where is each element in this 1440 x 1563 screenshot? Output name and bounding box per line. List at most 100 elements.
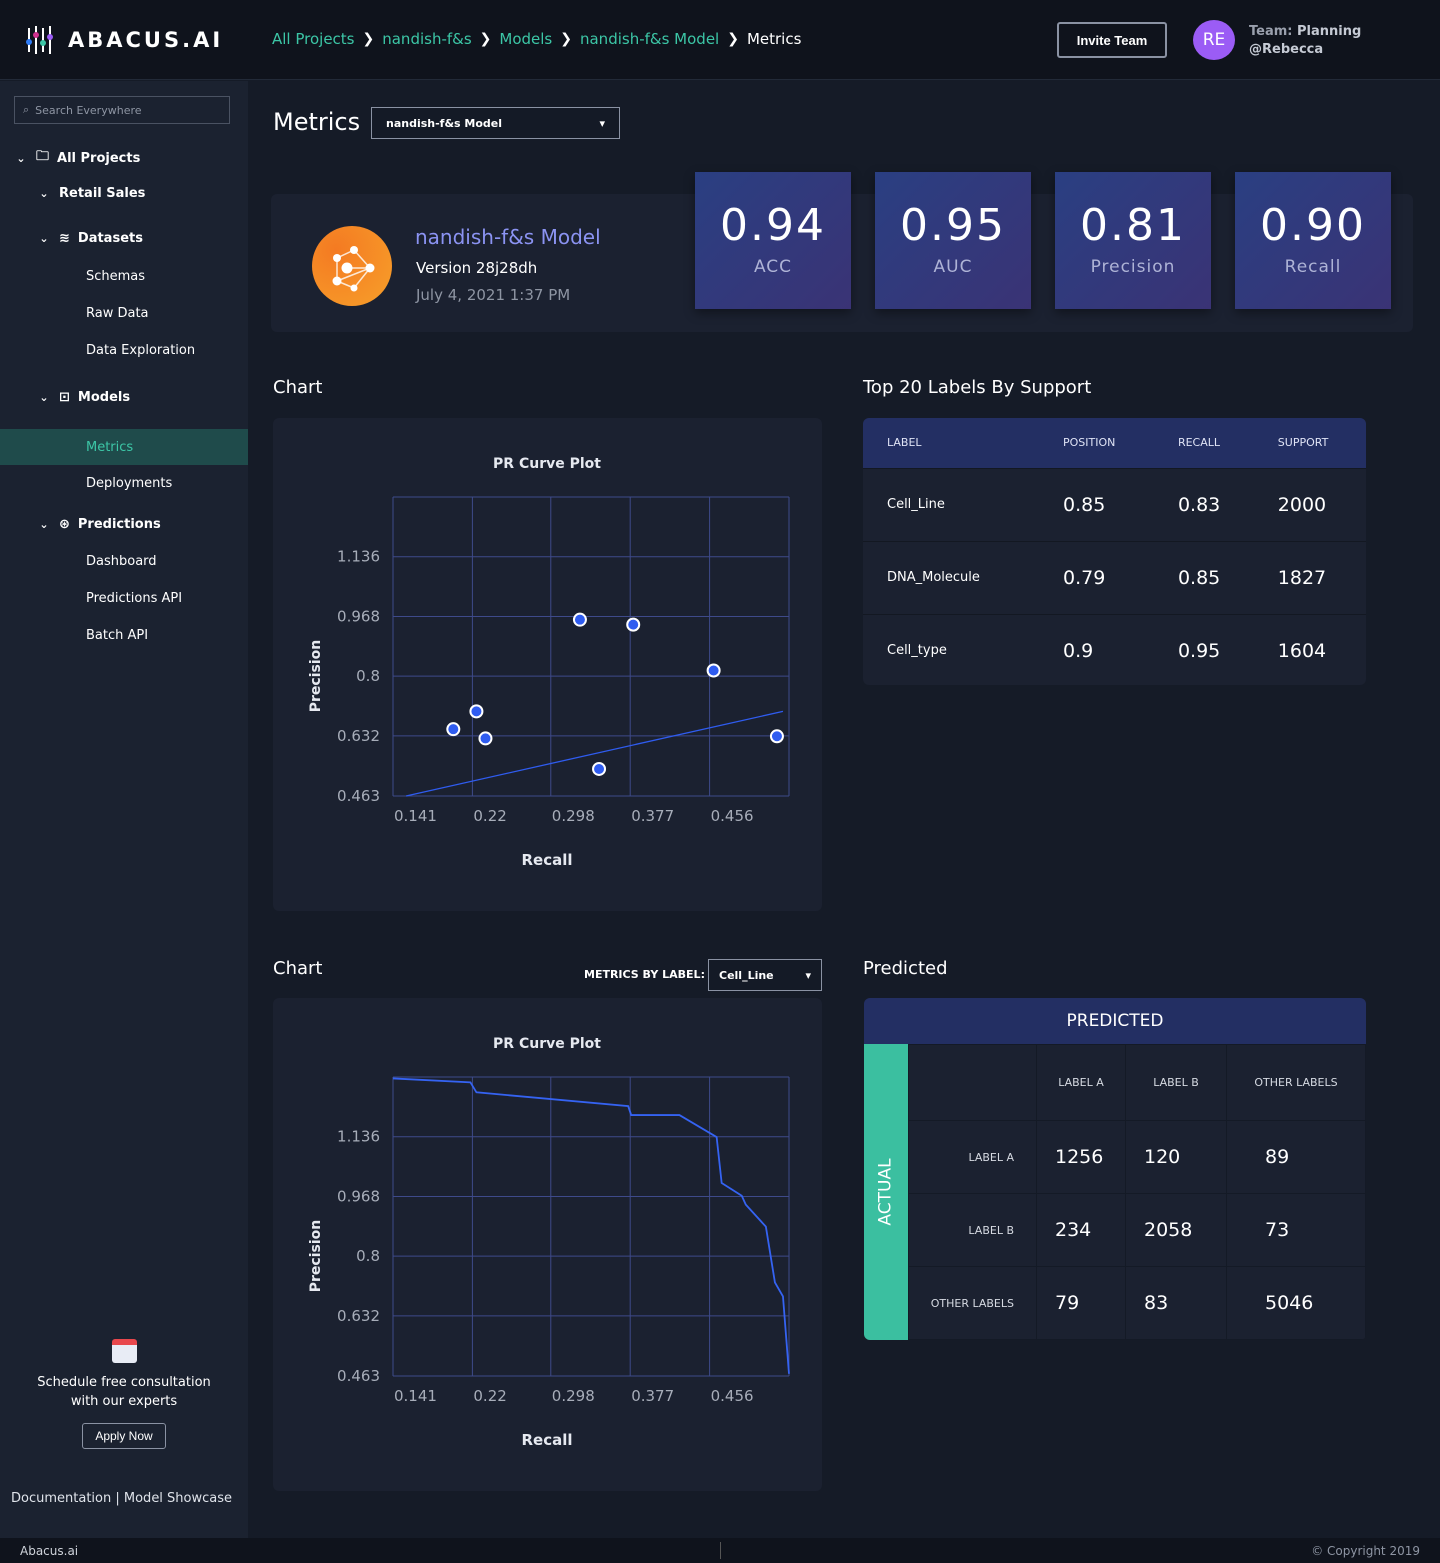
sidebar-item-predictions-api[interactable]: Predictions API — [86, 591, 183, 606]
predictions-icon: ⊛ — [59, 517, 70, 532]
column-header[interactable]: LABEL — [863, 418, 1039, 468]
footer-divider — [720, 1542, 721, 1559]
column-header[interactable]: RECALL — [1153, 418, 1254, 468]
metric-label: Precision — [1090, 257, 1176, 277]
matrix-cell: 5046 — [1226, 1266, 1366, 1340]
invite-team-button[interactable]: Invite Team — [1057, 22, 1167, 58]
metrics-by-label-label: METRICS BY LABEL: — [584, 968, 705, 981]
logo[interactable]: ABACUS.AI — [26, 24, 223, 56]
model-name[interactable]: nandish-f&s Model — [415, 225, 601, 249]
chevron-down-icon: ⌄ — [39, 187, 49, 200]
model-select[interactable]: nandish-f&s Model ▾ — [371, 107, 620, 139]
sidebar-item-predictions[interactable]: ⌄ ⊛ Predictions — [37, 517, 161, 532]
sidebar-item-datasets[interactable]: ⌄ ≋ Datasets — [37, 231, 143, 246]
documentation-link[interactable]: Documentation — [11, 1491, 112, 1506]
calendar-icon — [111, 1339, 137, 1363]
sidebar-item-models[interactable]: ⌄ ⊡ Models — [37, 390, 130, 405]
trend-line — [405, 710, 784, 797]
label-filter-select[interactable]: Cell_Line ▾ — [708, 959, 822, 991]
consultation-promo: Schedule free consultation with our expe… — [0, 1339, 248, 1449]
cell-support: 2000 — [1253, 467, 1366, 541]
breadcrumb-models[interactable]: Models — [499, 30, 553, 48]
chevron-right-icon: ❯ — [560, 31, 572, 47]
breadcrumb-project[interactable]: nandish-f&s — [382, 30, 472, 48]
abacus-logo-icon — [26, 26, 53, 54]
chart-section-title-2: Chart — [273, 958, 323, 979]
cell-label: Cell_Line — [863, 467, 1039, 541]
predicted-header: PREDICTED — [864, 998, 1366, 1044]
chevron-down-icon: ⌄ — [39, 232, 49, 245]
x-tick-label: 0.298 — [552, 807, 595, 825]
cell-label: DNA_Molecule — [863, 540, 1039, 614]
table-header-row: LABEL POSITION RECALL SUPPORT — [863, 418, 1366, 468]
matrix-cell: 83 — [1125, 1266, 1227, 1340]
column-header[interactable]: SUPPORT — [1253, 418, 1366, 468]
cell-label: Cell_type — [863, 613, 1039, 685]
pr-curve-chart-1: PR Curve Plot 0.141 0.22 0.298 0.377 0.456 0.4… — [273, 418, 822, 911]
x-tick-label: 0.377 — [631, 1387, 674, 1405]
sidebar-item-deployments[interactable]: Deployments — [86, 476, 173, 491]
chart-section-title: Chart — [273, 377, 323, 398]
confusion-matrix: PREDICTED ACTUAL LABEL A LABEL B OTHER LAB… — [864, 998, 1366, 1340]
cell-position: 0.79 — [1038, 540, 1154, 614]
sidebar-item-metrics[interactable]: Metrics — [0, 429, 248, 465]
matrix-cell: 89 — [1226, 1120, 1366, 1194]
label: Datasets — [77, 231, 143, 246]
chevron-right-icon: ❯ — [362, 31, 375, 47]
row-label: LABEL B — [908, 1193, 1037, 1267]
page-title: Metrics — [273, 108, 361, 136]
matrix-cell: 120 — [1125, 1120, 1227, 1194]
breadcrumb-all-projects[interactable]: All Projects — [272, 30, 355, 48]
labels-table: LABEL POSITION RECALL SUPPORT Cell_Line 0.85… — [863, 418, 1366, 685]
breadcrumb-model[interactable]: nandish-f&s Model — [579, 30, 720, 48]
data-point — [572, 612, 587, 627]
data-point — [478, 731, 493, 746]
search-input[interactable]: ⌕ Search Everywhere — [14, 96, 230, 124]
data-point — [469, 704, 484, 719]
y-tick-label: 0.632 — [337, 1307, 380, 1325]
column-header: OTHER LABELS — [1226, 1044, 1366, 1121]
model-icon: ⊡ — [59, 390, 70, 405]
metric-label: ACC — [753, 257, 793, 277]
empty-cell — [908, 1044, 1037, 1121]
row-label: OTHER LABELS — [908, 1266, 1037, 1340]
chart-title: PR Curve Plot — [493, 456, 601, 472]
matrix-cell: 234 — [1036, 1193, 1126, 1267]
table-row: DNA_Molecule 0.79 0.85 1827 — [863, 540, 1366, 614]
sidebar-item-schemas[interactable]: Schemas — [86, 269, 146, 284]
label: Predictions — [77, 517, 161, 532]
avatar[interactable]: RE — [1193, 20, 1235, 60]
metric-label: AUC — [933, 257, 973, 277]
chevron-down-icon: ⌄ — [39, 391, 49, 404]
metric-value: 0.94 — [720, 200, 826, 251]
chevron-down-icon: ⌄ — [39, 518, 49, 531]
sidebar-item-batch-api[interactable]: Batch API — [86, 628, 149, 643]
x-tick-label: 0.456 — [711, 807, 754, 825]
label: All Projects — [57, 150, 141, 166]
chevron-down-icon: ⌄ — [16, 151, 26, 165]
sidebar-item-data-exploration[interactable]: Data Exploration — [86, 343, 196, 358]
chevron-right-icon: ❯ — [727, 31, 739, 47]
sidebar-item-dashboard[interactable]: Dashboard — [86, 554, 157, 569]
data-point — [769, 729, 784, 744]
top-header: ABACUS.AI All Projects ❯ nandish-f&s ❯ Mod… — [0, 0, 1440, 80]
matrix-row: LABEL B 234 2058 73 — [908, 1193, 1366, 1267]
matrix-cell: 2058 — [1125, 1193, 1227, 1267]
consult-text-2: with our experts — [70, 1394, 178, 1409]
sidebar-item-all-projects[interactable]: ⌄ 🗀 All Projects — [14, 147, 140, 169]
y-tick-label: 0.632 — [337, 727, 380, 745]
model-showcase-link[interactable]: Model Showcase — [123, 1491, 233, 1506]
data-point — [592, 761, 607, 776]
y-axis-label: Precision — [308, 1220, 324, 1292]
column-header[interactable]: POSITION — [1038, 418, 1154, 468]
page-footer: Abacus.ai © Copyright 2019 — [0, 1538, 1440, 1563]
y-tick-label: 0.8 — [356, 1247, 380, 1265]
confusion-table: LABEL A LABEL B OTHER LABELS LABEL A 1256 12… — [908, 1044, 1366, 1340]
sidebar-item-retail-sales[interactable]: ⌄ Retail Sales — [37, 186, 145, 201]
pr-curve-chart-2: PR Curve Plot 0.141 0.22 0.298 0.377 0.456 0.4… — [273, 998, 822, 1491]
metric-value: 0.95 — [900, 200, 1006, 251]
sidebar-item-raw-data[interactable]: Raw Data — [86, 306, 149, 321]
x-tick-label: 0.377 — [631, 807, 674, 825]
y-tick-label: 0.463 — [337, 1367, 380, 1385]
apply-now-button[interactable]: Apply Now — [82, 1423, 166, 1449]
